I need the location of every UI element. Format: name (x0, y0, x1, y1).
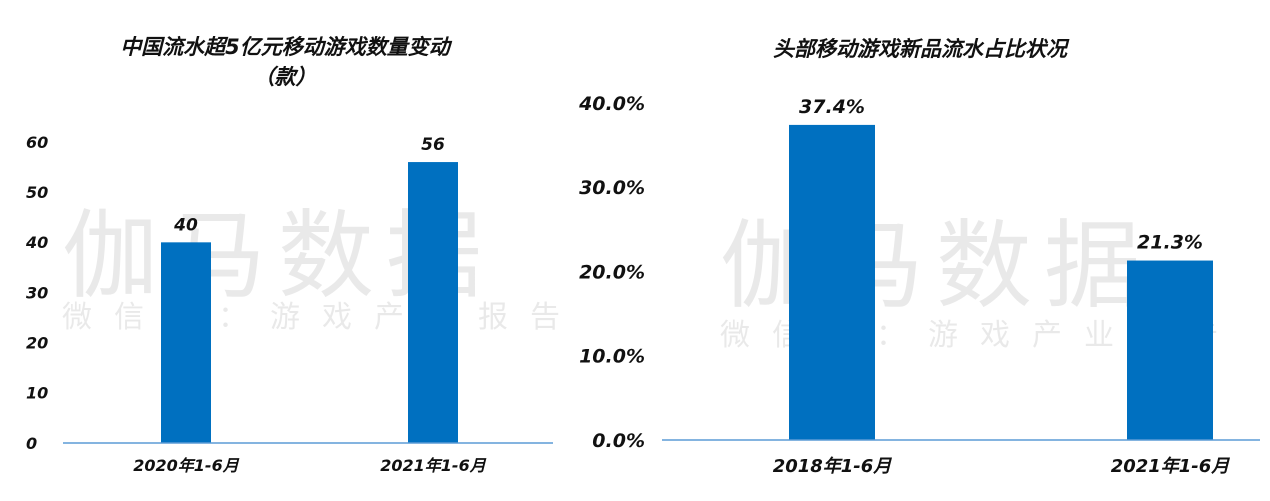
y-tick-label: 30 (26, 283, 48, 302)
bar (408, 162, 458, 444)
data-label: 40 (173, 215, 198, 235)
data-label: 37.4% (799, 96, 865, 118)
y-tick-label: 40.0% (578, 93, 645, 115)
chart-title-line-2: （款） (253, 65, 317, 89)
x-tick-label: 2021年1-6月 (380, 456, 486, 475)
bar (1127, 260, 1213, 440)
y-tick-label: 10 (26, 384, 48, 403)
chart-title-line-1: 头部移动游戏新品流水占比状况 (773, 37, 1067, 61)
chart-title: 头部移动游戏新品流水占比状况 (570, 34, 1270, 64)
y-tick-label: 10.0% (579, 346, 645, 368)
y-tick-label: 40 (25, 233, 48, 252)
y-tick-label: 0 (26, 434, 37, 453)
x-tick-label: 2018年1-6月 (773, 456, 893, 477)
data-label: 56 (421, 135, 445, 155)
bar (789, 124, 875, 440)
chart-title: 中国流水超5亿元移动游戏数量变动 （款） (0, 32, 570, 92)
y-tick-label: 20.0% (579, 261, 645, 283)
bar-chart-svg: 0.0% 10.0% 20.0% 30.0% 40.0% 37.4% 2018年1-6月 21… (578, 93, 1260, 477)
data-label: 21.3% (1137, 232, 1203, 254)
x-tick-label: 2020年1-6月 (133, 456, 239, 475)
x-tick-label: 2021年1-6月 (1111, 456, 1231, 477)
y-tick-label: 0.0% (592, 430, 645, 452)
y-tick-label: 30.0% (579, 177, 645, 199)
left-chart-panel: 伽马数据 微信号：游戏产业报告 中国流水超5亿元移动游戏数量变动 （款） 0 10… (0, 0, 570, 501)
bar-chart-svg: 0 10 20 30 40 50 60 40 2020年1-6月 56 2021年1-6月 (25, 133, 553, 475)
y-tick-label: 60 (26, 133, 48, 152)
y-tick-label: 20 (26, 333, 48, 352)
bar (161, 242, 211, 443)
right-chart-panel: 伽马数据 微信号：游戏产业报告 头部移动游戏新品流水占比状况 0.0% 10.0%… (570, 0, 1270, 501)
chart-title-line-1: 中国流水超5亿元移动游戏数量变动 (120, 35, 450, 59)
y-tick-label: 50 (26, 183, 48, 202)
